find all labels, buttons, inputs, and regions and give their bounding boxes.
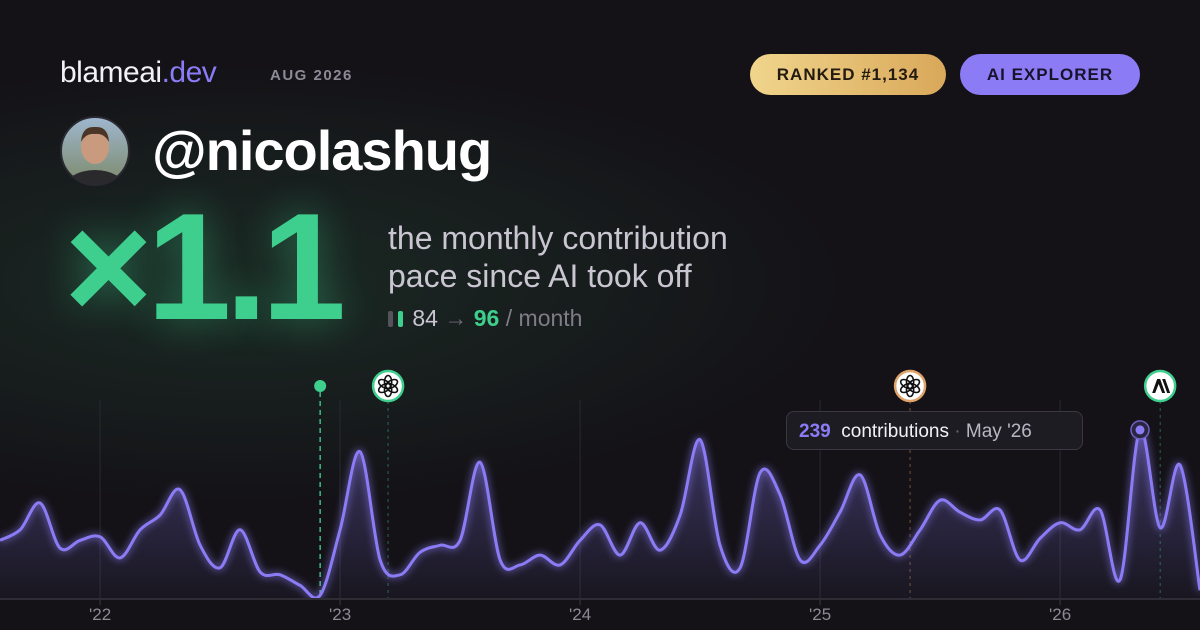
event-dot xyxy=(314,380,327,392)
tooltip: 239 contributions · May '26 xyxy=(786,411,1083,450)
area xyxy=(0,429,1200,598)
x-tick-label: '26 xyxy=(1049,605,1071,624)
series xyxy=(0,428,1200,598)
brand: blameai.dev xyxy=(60,56,217,89)
events xyxy=(314,369,1177,598)
pace-icon xyxy=(388,311,403,327)
description: pace since AI took off xyxy=(388,258,692,294)
description: the monthly contribution xyxy=(388,220,728,256)
arrow: → xyxy=(444,305,468,331)
x-tick-label: '25 xyxy=(809,605,831,624)
event-marker xyxy=(1143,369,1177,403)
avatar xyxy=(61,117,129,185)
event-marker xyxy=(371,369,405,403)
highlight-point xyxy=(1135,425,1145,435)
event-badge xyxy=(371,369,405,403)
multiplier: ×1.1 xyxy=(64,182,346,352)
x-tick-label: '24 xyxy=(569,605,591,624)
tier-badge: AI EXPLORER xyxy=(960,54,1140,95)
logo-petal xyxy=(899,378,914,390)
before: 84 xyxy=(412,305,438,331)
logo xyxy=(1152,379,1171,393)
rank-badge: RANKED #1,134 xyxy=(750,54,946,95)
unit: / month xyxy=(505,305,583,331)
after: 96 xyxy=(473,305,500,331)
x-tick-label: '23 xyxy=(329,605,351,624)
event-badge xyxy=(893,369,927,403)
avatar-ring xyxy=(60,116,130,186)
pace: 84 → 96 / month xyxy=(388,305,582,332)
date: AUG 2026 xyxy=(270,67,353,84)
x-tick-label: '22 xyxy=(89,605,111,624)
event-marker xyxy=(893,369,927,403)
line xyxy=(0,428,1200,598)
handle: @nicolashug xyxy=(152,119,492,182)
logo-petal xyxy=(377,378,392,390)
